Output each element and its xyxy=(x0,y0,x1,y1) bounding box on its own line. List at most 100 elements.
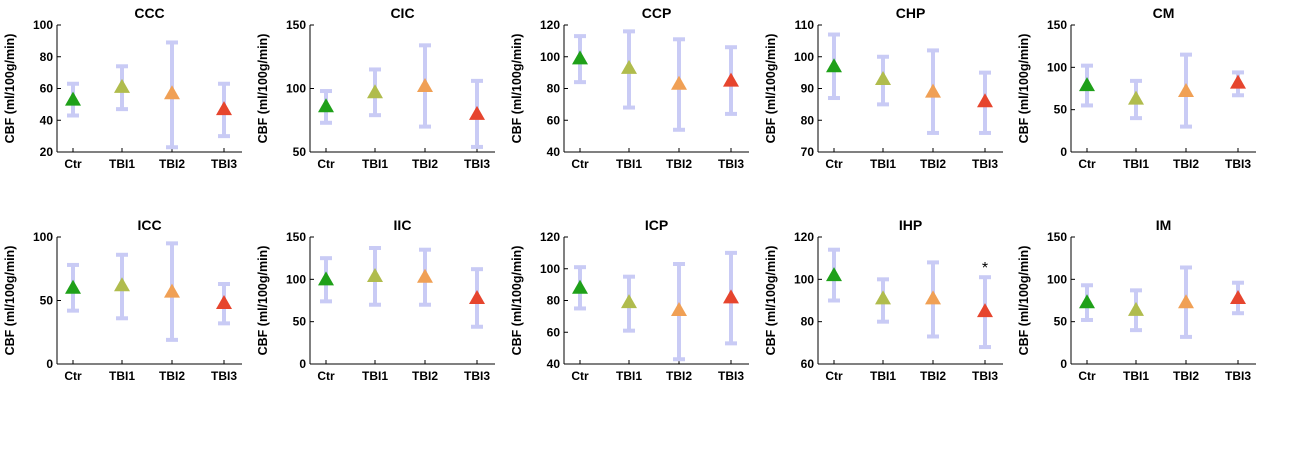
y-tick-label: 100 xyxy=(794,50,814,64)
marker-tbi3 xyxy=(469,289,485,304)
y-axis-label: CBF (ml/100g/min) xyxy=(256,34,270,144)
x-tick-label: Ctr xyxy=(571,157,589,171)
chart-icp: ICP 40 60 80 100 120 CBF (ml/100g/min) Ctr TBI1 T… xyxy=(510,217,749,383)
marker-tbi1 xyxy=(1128,301,1144,316)
marker-ctr xyxy=(572,50,588,65)
y-tick-label: 120 xyxy=(540,230,560,244)
x-tick-label: TBI1 xyxy=(1123,369,1149,383)
marker-tbi1 xyxy=(114,277,130,292)
y-tick-label: 120 xyxy=(794,230,814,244)
marker-tbi3 xyxy=(723,72,739,87)
chart-title: CHP xyxy=(896,5,926,21)
x-tick-label: Ctr xyxy=(64,369,82,383)
marker-tbi2 xyxy=(1178,83,1194,98)
x-tick-label: TBI3 xyxy=(718,157,744,171)
marker-tbi1 xyxy=(1128,90,1144,105)
marker-tbi1 xyxy=(875,70,891,85)
chart-title: ICC xyxy=(137,217,161,233)
y-tick-label: 80 xyxy=(801,113,815,127)
x-tick-label: TBI2 xyxy=(920,157,946,171)
y-tick-label: 120 xyxy=(540,18,560,32)
marker-ctr xyxy=(1079,77,1095,92)
marker-tbi3 xyxy=(723,289,739,304)
y-tick-label: 70 xyxy=(801,145,815,159)
marker-ctr xyxy=(572,279,588,294)
chart-iic: IIC 0 50 100 150 CBF (ml/100g/min) Ctr TBI1 TBI2… xyxy=(256,217,495,383)
y-tick-label: 100 xyxy=(1047,272,1067,286)
x-tick-label: TBI2 xyxy=(920,369,946,383)
y-tick-label: 80 xyxy=(40,50,54,64)
marker-tbi1 xyxy=(875,290,891,305)
x-tick-label: TBI1 xyxy=(109,157,135,171)
y-tick-label: 100 xyxy=(540,50,560,64)
chart-title: IHP xyxy=(899,217,922,233)
chart-icc: ICC 0 50 100 CBF (ml/100g/min) Ctr TBI1 TBI2 TBI… xyxy=(3,217,242,383)
chart-title: CIC xyxy=(390,5,414,21)
y-tick-label: 80 xyxy=(547,82,561,96)
y-tick-label: 150 xyxy=(286,230,306,244)
y-tick-label: 50 xyxy=(1054,103,1068,117)
marker-tbi3 xyxy=(216,101,232,116)
x-tick-label: TBI3 xyxy=(211,369,237,383)
y-tick-label: 0 xyxy=(299,357,306,371)
y-tick-label: 100 xyxy=(286,272,306,286)
chart-title: CM xyxy=(1153,5,1175,21)
x-tick-label: TBI2 xyxy=(159,157,185,171)
y-tick-label: 20 xyxy=(40,145,54,159)
y-tick-label: 100 xyxy=(794,272,814,286)
chart-title: ICP xyxy=(645,217,668,233)
y-axis-label: CBF (ml/100g/min) xyxy=(510,34,524,144)
chart-ihp: IHP 60 80 100 120 CBF (ml/100g/min) Ctr TBI1 TBI… xyxy=(764,217,1003,383)
y-tick-label: 80 xyxy=(801,315,815,329)
marker-tbi3 xyxy=(1230,289,1246,304)
marker-tbi2 xyxy=(164,283,180,298)
x-tick-label: TBI1 xyxy=(1123,157,1149,171)
y-tick-label: 150 xyxy=(1047,230,1067,244)
x-tick-label: TBI3 xyxy=(464,369,490,383)
y-axis-label: CBF (ml/100g/min) xyxy=(3,34,17,144)
x-tick-label: TBI3 xyxy=(1225,369,1251,383)
marker-tbi2 xyxy=(925,290,941,305)
x-tick-label: TBI3 xyxy=(972,369,998,383)
y-tick-label: 100 xyxy=(33,18,53,32)
marker-tbi1 xyxy=(367,84,383,99)
y-tick-label: 100 xyxy=(33,230,53,244)
marker-tbi3 xyxy=(469,105,485,120)
chart-title: CCC xyxy=(134,5,164,21)
marker-ctr xyxy=(65,91,81,106)
x-tick-label: TBI1 xyxy=(616,369,642,383)
y-axis-label: CBF (ml/100g/min) xyxy=(3,246,17,356)
y-tick-label: 100 xyxy=(1047,60,1067,74)
marker-tbi2 xyxy=(417,268,433,283)
marker-tbi2 xyxy=(671,302,687,317)
marker-tbi1 xyxy=(621,59,637,74)
x-tick-label: TBI2 xyxy=(412,157,438,171)
x-tick-label: Ctr xyxy=(317,369,335,383)
marker-ctr xyxy=(318,98,334,113)
y-tick-label: 150 xyxy=(286,18,306,32)
y-tick-label: 50 xyxy=(293,145,307,159)
y-tick-label: 50 xyxy=(1054,315,1068,329)
x-tick-label: TBI2 xyxy=(1173,369,1199,383)
marker-ctr xyxy=(1079,294,1095,309)
marker-tbi1 xyxy=(621,294,637,309)
chart-cic: CIC 50 100 150 CBF (ml/100g/min) Ctr TBI1 TBI2 T… xyxy=(256,5,495,171)
y-tick-label: 50 xyxy=(293,315,307,329)
x-tick-label: TBI1 xyxy=(362,157,388,171)
y-tick-label: 60 xyxy=(40,82,54,96)
x-tick-label: TBI2 xyxy=(412,369,438,383)
x-tick-label: TBI1 xyxy=(870,369,896,383)
marker-tbi3 xyxy=(977,93,993,108)
x-tick-label: TBI3 xyxy=(1225,157,1251,171)
marker-tbi2 xyxy=(1178,294,1194,309)
y-tick-label: 0 xyxy=(1060,145,1067,159)
x-tick-label: TBI1 xyxy=(109,369,135,383)
marker-tbi2 xyxy=(671,75,687,90)
y-tick-label: 100 xyxy=(286,82,306,96)
x-tick-label: TBI1 xyxy=(362,369,388,383)
marker-tbi2 xyxy=(417,77,433,92)
y-tick-label: 60 xyxy=(547,113,561,127)
y-tick-label: 0 xyxy=(1060,357,1067,371)
